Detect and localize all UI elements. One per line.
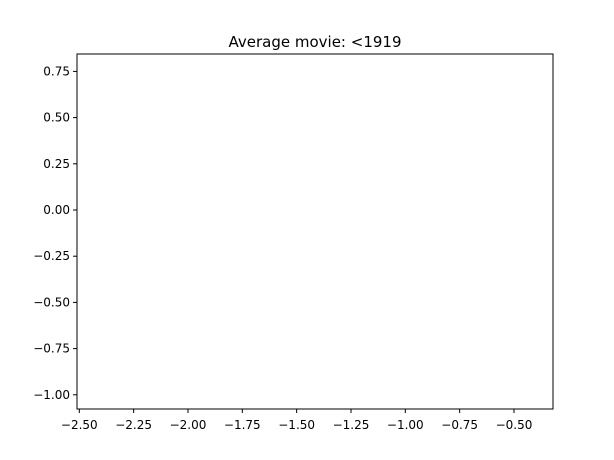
x-tick-label: −0.75 bbox=[441, 418, 478, 432]
y-tick-label: 0.50 bbox=[43, 111, 70, 125]
x-tick-label: −1.00 bbox=[387, 418, 424, 432]
x-tick-label: −2.25 bbox=[115, 418, 152, 432]
y-tick-label: −0.50 bbox=[33, 295, 70, 309]
y-tick-label: −0.25 bbox=[33, 249, 70, 263]
y-tick-label: 0.25 bbox=[43, 157, 70, 171]
chart-title: Average movie: <1919 bbox=[229, 33, 402, 51]
x-tick-label: −2.00 bbox=[170, 418, 207, 432]
x-axis: −2.50 −2.25 −2.00 −1.75 −1.50 −1.25 −1.00 −0.75… bbox=[61, 409, 532, 432]
y-tick-label: −0.75 bbox=[33, 342, 70, 356]
plot-area bbox=[76, 53, 554, 410]
y-axis: 0.75 0.50 0.25 0.00 −0.25 −0.50 −0.75 −1.00 bbox=[33, 64, 77, 402]
x-tick-label: −1.25 bbox=[333, 418, 370, 432]
x-tick-label: −1.50 bbox=[278, 418, 315, 432]
y-tick-label: 0.00 bbox=[43, 203, 70, 217]
x-tick-label: −2.50 bbox=[61, 418, 98, 432]
y-tick-label: 0.75 bbox=[43, 64, 70, 78]
x-tick-label: −0.50 bbox=[496, 418, 533, 432]
x-tick-label: −1.75 bbox=[224, 418, 261, 432]
y-tick-label: −1.00 bbox=[33, 388, 70, 402]
